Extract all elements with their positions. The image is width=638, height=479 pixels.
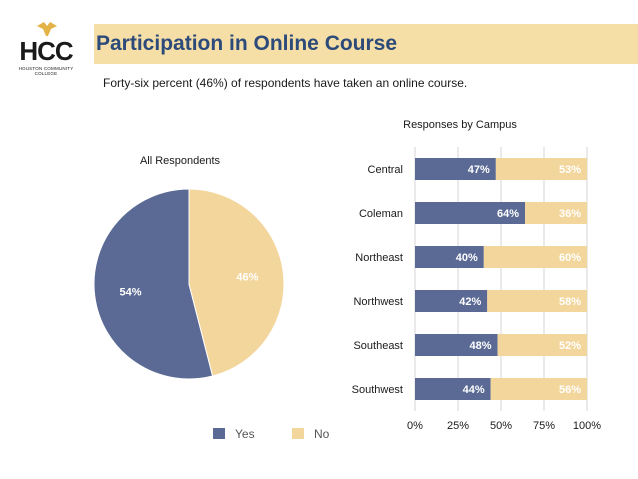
bar-grid [414, 147, 588, 411]
pie-legend: Yes No [213, 427, 330, 441]
legend-swatch-no [292, 428, 304, 439]
pie-title: All Respondents [140, 155, 221, 167]
pie-slice-no [188, 188, 285, 377]
category-label: Central [368, 164, 403, 176]
category-label: Northeast [355, 252, 403, 264]
bar-value-label: 48% [470, 340, 492, 352]
logo-subtext: HOUSTON COMMUNITY COLLEGE [18, 66, 74, 76]
eagle-icon [37, 22, 57, 36]
bar-segment-no [487, 290, 587, 312]
bar-segment-yes [415, 378, 491, 400]
legend-label-yes: Yes [235, 427, 255, 441]
legend-swatch-yes [213, 428, 225, 439]
pie-chart: 54% 46% [93, 188, 285, 380]
bar-segment-no [497, 334, 587, 356]
bar-value-label: 42% [459, 296, 481, 308]
bar-value-label: 44% [463, 384, 485, 396]
bar-value-label: 52% [559, 340, 581, 352]
bar-chart: 47% 53% 64% 36% 40% 60% 42% 58% 48% 52% 44% 56% [415, 158, 587, 400]
page-title: Participation in Online Course [96, 32, 398, 55]
title-bar [94, 24, 638, 64]
bar-value-label: 60% [559, 252, 581, 264]
x-tick-label: 50% [490, 420, 512, 432]
category-label: Southeast [353, 340, 403, 352]
pie-slice-yes [93, 188, 214, 380]
x-tick-label: 75% [533, 420, 555, 432]
bar-segment-no [525, 202, 587, 224]
x-tick-label: 25% [447, 420, 469, 432]
pie-label-no: 46% [236, 272, 258, 284]
page-subtitle: Forty-six percent (46%) of respondents h… [103, 76, 468, 90]
y-axis-categories: Central Coleman Northeast Northwest Southeas… [352, 164, 403, 396]
x-tick-label: 100% [573, 420, 601, 432]
logo-text: HCC [19, 36, 73, 66]
bar-segment-yes [415, 202, 526, 224]
category-label: Coleman [359, 208, 403, 220]
bar-value-label: 53% [559, 164, 581, 176]
hcc-logo: HCC HOUSTON COMMUNITY COLLEGE [10, 20, 82, 76]
x-axis-ticks: 0% 25% 50% 75% 100% [407, 420, 601, 432]
bar-segment-yes [415, 334, 498, 356]
bar-segment-yes [415, 158, 496, 180]
bar-value-label: 36% [559, 208, 581, 220]
x-tick-label: 0% [407, 420, 423, 432]
bar-value-label: 64% [497, 208, 519, 220]
category-label: Northwest [353, 296, 403, 308]
bar-value-label: 47% [468, 164, 490, 176]
bar-segment-no [490, 378, 587, 400]
bar-segment-no [483, 246, 587, 268]
category-label: Southwest [352, 384, 403, 396]
bar-value-label: 56% [559, 384, 581, 396]
bar-chart-title: Responses by Campus [403, 119, 517, 131]
bar-segment-yes [415, 246, 484, 268]
legend-label-no: No [314, 427, 330, 441]
bar-value-label: 40% [456, 252, 478, 264]
bar-segment-yes [415, 290, 488, 312]
bar-segment-no [495, 158, 587, 180]
pie-label-yes: 54% [120, 286, 142, 298]
bar-value-label: 58% [559, 296, 581, 308]
